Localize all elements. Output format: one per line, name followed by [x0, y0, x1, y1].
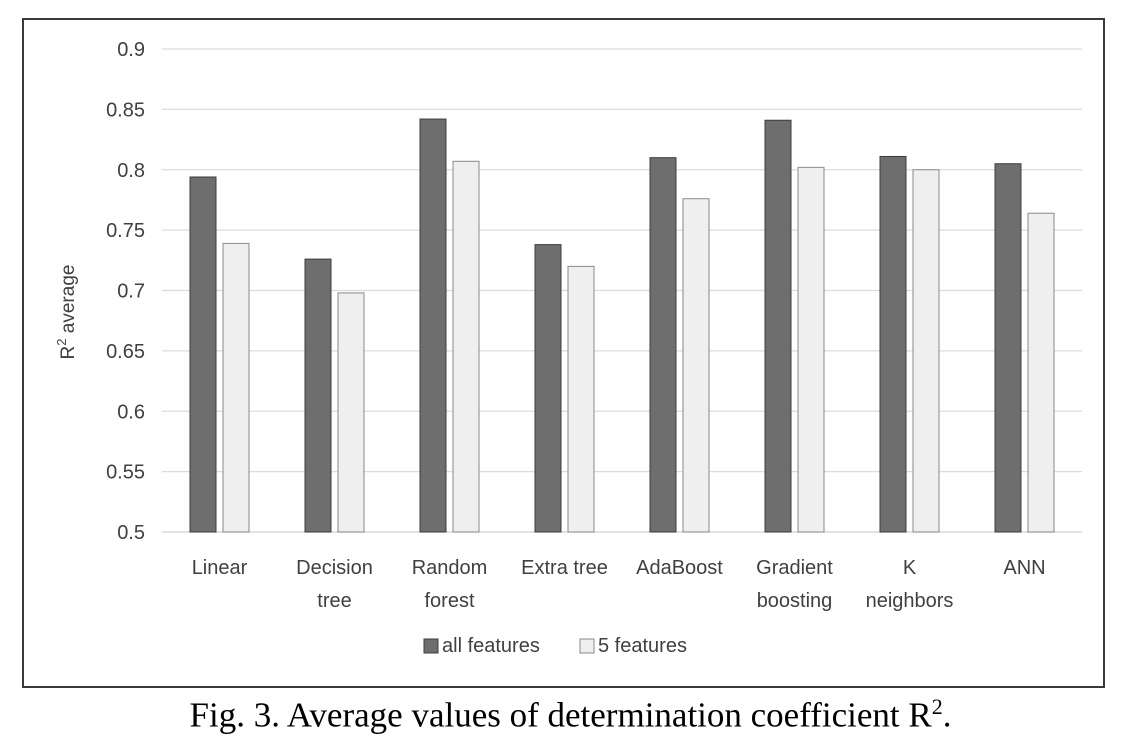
y-tick-label: 0.75	[106, 220, 145, 242]
y-tick-label: 0.7	[117, 281, 145, 303]
x-category-label: Linear	[192, 557, 248, 579]
x-category-label: forest	[424, 590, 474, 612]
bar-all-features	[534, 244, 562, 533]
y-tick-label: 0.55	[106, 462, 145, 484]
y-axis-title-sup: 2	[54, 338, 69, 345]
bar-all-features	[304, 258, 332, 533]
y-tick-label: 0.9	[117, 39, 145, 61]
legend-swatch	[423, 638, 439, 654]
y-tick-label: 0.6	[117, 401, 145, 423]
caption-text: Fig. 3. Average values of determination …	[189, 695, 932, 735]
caption-superscript: 2	[931, 694, 943, 719]
x-category-label: tree	[317, 590, 351, 612]
x-category-label: K	[903, 557, 917, 579]
y-axis-title-main: R	[58, 346, 79, 360]
gridlines	[162, 48, 1082, 533]
y-tick-label: 0.85	[106, 99, 145, 121]
legend: all features 5 features	[423, 635, 687, 657]
y-tick-label: 0.65	[106, 341, 145, 363]
bar-5-features	[222, 242, 250, 533]
x-category-label: ANN	[1003, 557, 1045, 579]
bar-5-features	[1027, 212, 1055, 533]
y-tick-labels: 0.5 0.55 0.6 0.65 0.7 0.75 0.8 0.85 0.9	[106, 39, 145, 544]
bar-5-features	[682, 198, 710, 533]
legend-label: 5 features	[598, 635, 687, 657]
chart-frame: 0.5 0.55 0.6 0.65 0.7 0.75 0.8 0.85 0.9 Linear De…	[22, 18, 1105, 688]
y-axis-title: R2 average	[54, 265, 79, 360]
y-tick-label: 0.5	[117, 522, 145, 544]
x-category-labels: Linear Decision tree Random forest Extra tree…	[192, 557, 1046, 612]
bar-chart: 0.5 0.55 0.6 0.65 0.7 0.75 0.8 0.85 0.9 Linear De…	[54, 39, 1082, 657]
x-category-label: neighbors	[866, 590, 954, 612]
x-category-label: Gradient	[756, 557, 833, 579]
x-category-label: Random	[412, 557, 488, 579]
bar-all-features	[879, 155, 907, 533]
bar-all-features	[419, 118, 447, 533]
bar-5-features	[337, 292, 365, 533]
bar-5-features	[452, 160, 480, 533]
y-axis-title-suffix: average	[58, 265, 79, 339]
bar-5-features	[567, 265, 595, 533]
bar-all-features	[994, 163, 1022, 533]
bar-all-features	[764, 119, 792, 533]
legend-label: all features	[442, 635, 540, 657]
x-category-label: AdaBoost	[636, 557, 723, 579]
bar-all-features	[649, 157, 677, 533]
bar-5-features	[912, 169, 940, 533]
x-category-label: Extra tree	[521, 557, 608, 579]
bars	[189, 118, 1055, 533]
bar-5-features	[797, 166, 825, 533]
bar-all-features	[189, 176, 217, 533]
legend-swatch	[579, 638, 595, 654]
x-category-label: Decision	[296, 557, 373, 579]
x-category-label: boosting	[757, 590, 833, 612]
y-tick-label: 0.8	[117, 160, 145, 182]
caption-end: .	[942, 695, 952, 735]
figure-caption: Fig. 3. Average values of determination …	[0, 694, 1141, 736]
